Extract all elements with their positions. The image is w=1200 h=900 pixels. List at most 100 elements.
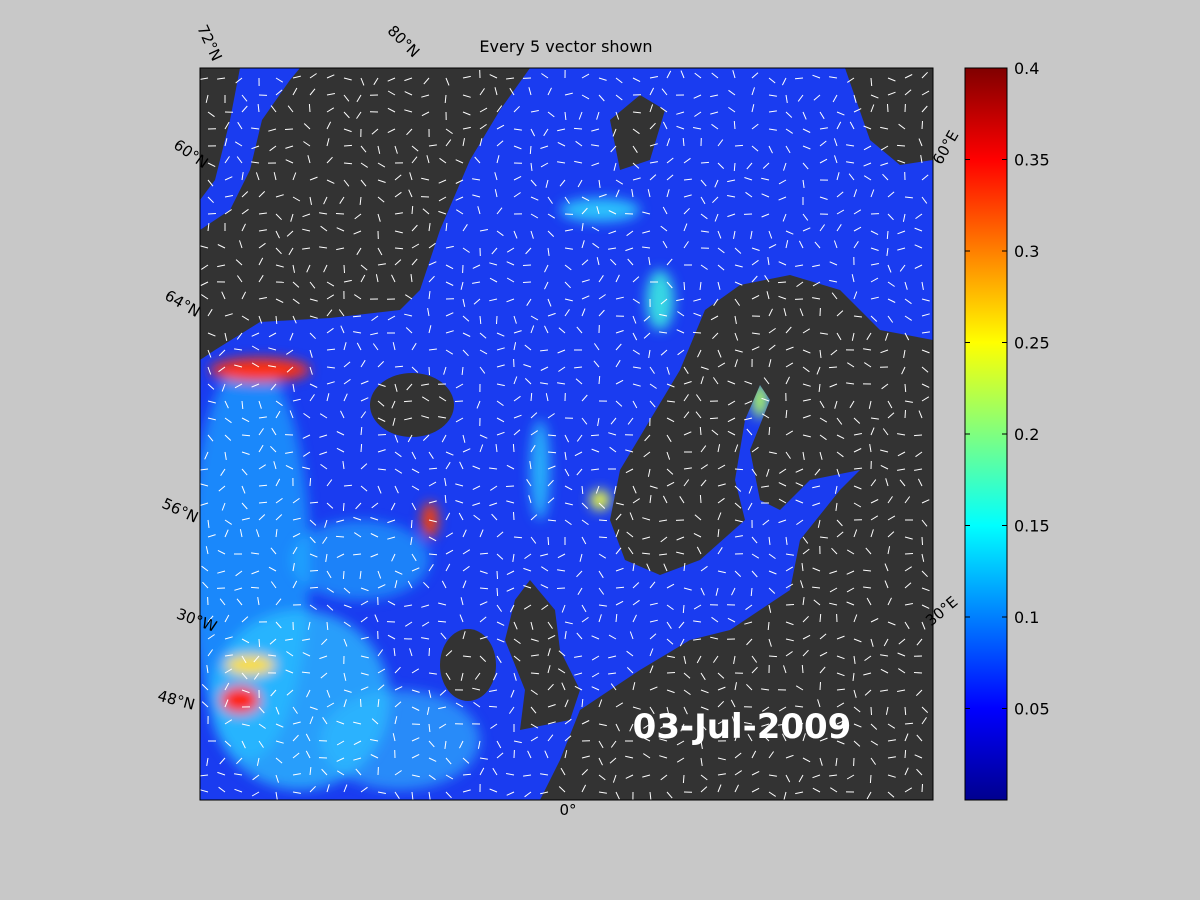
vector-arrow <box>496 752 504 759</box>
vector-arrow <box>285 159 294 164</box>
vector-arrow <box>598 502 606 509</box>
vector-arrow <box>751 536 758 544</box>
vector-arrow <box>734 144 744 147</box>
vector-arrow <box>904 706 907 716</box>
colorbar-tick-label: 0.05 <box>1014 700 1050 719</box>
colorbar-tick-label: 0.3 <box>1014 242 1039 261</box>
vector-arrow <box>239 529 243 538</box>
vector-arrow <box>207 615 214 623</box>
vector-arrow <box>353 516 362 521</box>
vector-arrow <box>794 77 804 80</box>
vector-arrow <box>785 583 794 589</box>
vector-arrow <box>343 378 351 385</box>
vector-arrow <box>354 294 362 300</box>
vector-arrow <box>683 366 689 374</box>
vector-arrow <box>309 315 318 319</box>
vector-arrow <box>625 774 634 779</box>
vector-arrow <box>237 121 243 130</box>
vector-arrow <box>370 553 379 558</box>
vector-arrow <box>428 451 434 459</box>
vector-arrow <box>564 281 571 289</box>
vector-arrow <box>239 240 243 249</box>
vector-arrow <box>819 196 828 200</box>
vector-arrow <box>224 529 229 538</box>
vector-arrow <box>309 477 312 487</box>
vector-arrow <box>921 298 930 302</box>
vector-arrow <box>387 107 396 113</box>
vector-arrow <box>785 430 794 436</box>
vector-arrow <box>902 213 906 222</box>
vector-arrow <box>445 650 453 657</box>
vector-arrow <box>444 478 447 487</box>
vector-arrow <box>897 468 906 471</box>
vector-arrow <box>289 332 294 341</box>
vector-arrow <box>488 705 498 708</box>
vector-arrow <box>574 160 583 164</box>
vector-arrow <box>853 655 856 664</box>
vector-arrow <box>217 549 226 555</box>
vector-arrow <box>712 196 719 204</box>
vector-arrow <box>767 621 770 631</box>
vector-arrow <box>632 706 641 710</box>
vector-arrow <box>700 179 707 187</box>
vector-arrow <box>394 580 398 589</box>
vector-arrow <box>785 376 790 385</box>
vector-arrow <box>887 298 896 303</box>
vector-arrow <box>524 791 532 798</box>
vector-arrow <box>598 740 604 749</box>
vector-arrow <box>292 517 301 521</box>
vector-arrow <box>694 514 702 521</box>
vector-arrow <box>591 686 600 691</box>
vector-arrow <box>785 638 794 642</box>
vector-arrow <box>462 111 471 116</box>
vector-arrow <box>377 570 382 579</box>
vector-arrow <box>734 752 742 759</box>
vector-arrow <box>339 196 345 204</box>
vector-arrow <box>573 127 583 130</box>
vector-arrow <box>897 159 906 164</box>
vector-arrow <box>853 502 862 508</box>
vector-arrow <box>802 414 811 419</box>
vector-arrow <box>904 536 913 540</box>
vector-arrow <box>795 685 804 691</box>
vector-arrow <box>443 366 447 375</box>
vector-arrow <box>445 281 454 286</box>
vector-arrow <box>802 548 810 555</box>
vector-arrow <box>530 196 539 201</box>
vector-arrow <box>275 598 282 606</box>
vector-arrow <box>205 94 209 103</box>
vector-arrow <box>782 213 787 222</box>
vector-arrow <box>217 570 226 574</box>
vector-arrow <box>513 315 517 324</box>
vector-arrow <box>387 536 396 540</box>
vector-arrow <box>224 121 230 130</box>
vector-arrow <box>326 74 335 79</box>
vector-arrow <box>649 665 654 674</box>
vector-arrow <box>564 264 572 271</box>
vector-arrow <box>326 107 335 113</box>
vector-arrow <box>608 230 617 235</box>
vector-arrow <box>751 87 755 96</box>
vector-arrow <box>496 417 505 423</box>
vector-arrow <box>666 174 674 181</box>
vector-arrow <box>371 128 379 135</box>
vector-arrow <box>275 315 278 325</box>
vector-arrow <box>462 247 470 253</box>
vector-arrow <box>392 342 396 351</box>
vector-arrow <box>340 325 345 334</box>
vector-arrow <box>421 383 430 386</box>
vector-arrow <box>829 587 838 593</box>
vector-arrow <box>241 208 249 215</box>
vector-arrow <box>506 773 515 776</box>
vector-arrow <box>377 213 381 222</box>
vector-arrow <box>251 570 260 575</box>
vector-arrow <box>836 720 845 725</box>
vector-arrow <box>896 144 906 147</box>
vector-arrow <box>460 597 464 606</box>
vector-arrow <box>598 77 607 81</box>
vector-arrow <box>506 500 515 504</box>
vector-arrow <box>564 485 573 491</box>
vector-arrow <box>768 451 777 455</box>
vector-arrow <box>360 616 368 623</box>
vector-arrow <box>802 179 805 188</box>
